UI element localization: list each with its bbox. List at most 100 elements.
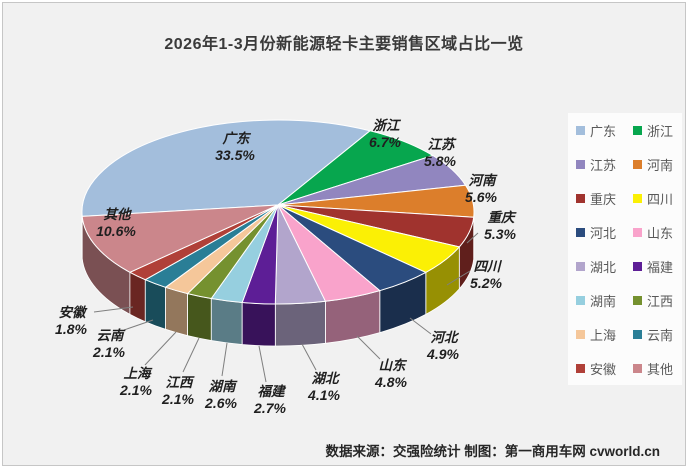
chart-title: 2026年1-3月份新能源轻卡主要销售区域占比一览 [164, 36, 524, 53]
slice-label-name-8: 湖北 [311, 371, 339, 387]
legend-label: 江苏 [590, 158, 617, 174]
slice-label-value-15: 10.6% [96, 223, 136, 239]
legend-swatch-icon [576, 363, 585, 373]
legend-label: 安徽 [590, 362, 617, 378]
legend-swatch-icon [576, 125, 585, 135]
pie-slice-side-8 [274, 300, 326, 347]
legend-item-8[interactable]: 湖北 [568, 249, 625, 283]
slice-label-name-12: 上海 [123, 366, 151, 382]
legend-label: 浙江 [647, 124, 674, 140]
slice-label-value-6: 4.9% [427, 346, 459, 362]
legend-label: 重庆 [590, 192, 617, 208]
slice-label-name-10: 湖南 [208, 379, 236, 395]
leader-line-6 [409, 317, 432, 335]
slice-label-name-7: 山东 [378, 358, 406, 374]
legend-label: 广东 [590, 124, 617, 140]
legend-label: 江西 [647, 294, 674, 310]
legend-item-14[interactable]: 安徽 [568, 351, 625, 385]
slice-label-name-15: 其他 [103, 207, 131, 223]
slice-label-value-5: 5.2% [470, 275, 502, 291]
legend-item-6[interactable]: 河北 [568, 215, 625, 249]
slice-label-value-2: 5.8% [424, 153, 456, 169]
pie-slice-side-10 [210, 298, 243, 345]
pie-slice-side-12 [165, 286, 188, 337]
slice-label-value-9: 2.7% [254, 400, 286, 416]
slice-label-value-11: 2.1% [162, 391, 194, 407]
legend-item-10[interactable]: 湖南 [568, 283, 625, 317]
slice-label-value-3: 5.6% [465, 189, 497, 205]
legend-label: 其他 [647, 362, 674, 378]
slice-label-name-14: 安徽 [58, 305, 86, 321]
legend-item-15[interactable]: 其他 [625, 351, 682, 385]
leader-line-10 [221, 342, 228, 377]
leader-line-9 [258, 345, 267, 383]
legend-swatch-icon [576, 261, 585, 271]
leader-line-5 [446, 270, 471, 286]
slice-label-name-5: 四川 [473, 259, 501, 275]
slice-label-name-6: 河北 [430, 330, 458, 346]
pie-slice-0[interactable] [81, 119, 372, 217]
slice-label-name-11: 江西 [165, 375, 193, 391]
legend-item-11[interactable]: 江西 [625, 283, 682, 317]
leader-line-14 [93, 306, 134, 313]
legend-swatch-icon [576, 295, 585, 305]
slice-label-value-10: 2.6% [205, 395, 237, 411]
legend-label: 四川 [647, 192, 674, 208]
chart-legend: 广东 浙江江苏 河南重庆 四川河北 山东湖北 福建湖南 江西上海 云南安徽 其他 [568, 113, 682, 385]
legend-label: 湖南 [590, 294, 617, 310]
legend-item-4[interactable]: 重庆 [568, 181, 625, 215]
slice-label-name-9: 福建 [257, 384, 285, 400]
legend-swatch-icon [633, 159, 642, 169]
legend-swatch-icon [576, 193, 585, 203]
legend-item-12[interactable]: 上海 [568, 317, 625, 351]
pie-slice-15[interactable] [81, 204, 279, 273]
legend-label: 山东 [647, 226, 674, 242]
slice-label-value-14: 1.8% [55, 321, 87, 337]
slice-label-value-1: 6.7% [369, 134, 401, 150]
legend-item-13[interactable]: 云南 [625, 317, 682, 351]
legend-swatch-icon [576, 329, 585, 339]
slice-label-value-0: 33.5% [215, 147, 255, 163]
legend-label: 河北 [590, 226, 617, 242]
legend-label: 云南 [647, 328, 674, 344]
slice-label-name-3: 河南 [468, 173, 496, 189]
legend-label: 上海 [590, 328, 617, 344]
slice-label-value-8: 4.1% [308, 387, 340, 403]
leader-line-8 [301, 343, 317, 371]
legend-swatch-icon [633, 295, 642, 305]
pie-slice-side-14 [129, 271, 146, 323]
legend-item-2[interactable]: 江苏 [568, 147, 625, 181]
legend-item-7[interactable]: 山东 [625, 215, 682, 249]
legend-item-1[interactable]: 浙江 [625, 113, 682, 147]
footer-credit: 数据来源：交强险统计 制图：第一商用车网 cvworld.cn [325, 444, 660, 459]
legend-item-5[interactable]: 四川 [625, 181, 682, 215]
slice-label-value-12: 2.1% [120, 382, 152, 398]
legend-label: 福建 [647, 260, 674, 276]
legend-swatch-icon [633, 261, 642, 271]
leader-line-7 [356, 335, 381, 360]
legend-swatch-icon [633, 227, 642, 237]
legend-item-3[interactable]: 河南 [625, 147, 682, 181]
leader-line-12 [144, 331, 177, 366]
legend-item-0[interactable]: 广东 [568, 113, 625, 147]
leader-line-13 [123, 319, 154, 331]
slice-label-value-13: 2.1% [93, 344, 125, 360]
slice-label-name-13: 云南 [96, 328, 124, 344]
legend-label: 湖北 [590, 260, 617, 276]
leader-line-11 [182, 337, 200, 373]
legend-item-9[interactable]: 福建 [625, 249, 682, 283]
legend-label: 河南 [647, 158, 674, 174]
slice-label-value-7: 4.8% [375, 374, 407, 390]
legend-swatch-icon [633, 193, 642, 203]
slice-label-name-4: 重庆 [487, 210, 515, 226]
legend-swatch-icon [576, 159, 585, 169]
slice-label-name-2: 江苏 [427, 137, 455, 153]
leader-line-4 [466, 232, 479, 244]
slice-label-value-4: 5.3% [484, 226, 516, 242]
legend-swatch-icon [633, 329, 642, 339]
legend-swatch-icon [633, 363, 642, 373]
legend-swatch-icon [633, 125, 642, 135]
pie-slice-side-9 [241, 302, 276, 347]
